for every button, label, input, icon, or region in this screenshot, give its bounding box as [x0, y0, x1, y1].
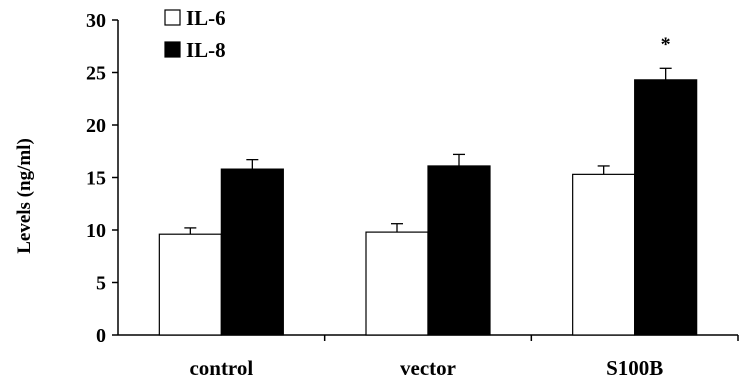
x-tick-label: control	[189, 356, 253, 380]
bar-il-6-control	[158, 233, 222, 336]
axes: 0 5 10 15 20 25 30 control vector S100B	[86, 10, 739, 380]
bar-il-6-s100b	[572, 173, 636, 336]
y-tick-label: 30	[86, 10, 106, 32]
legend-label: IL-6	[186, 6, 226, 30]
bar-il-8-s100b	[634, 79, 698, 336]
y-tick-label: 20	[86, 115, 106, 137]
y-tick-label: 0	[96, 325, 106, 347]
bar-il-8-vector	[427, 165, 491, 336]
y-tick-label: 15	[86, 168, 106, 190]
significance-annotation: *	[661, 33, 671, 55]
legend: IL-6 IL-8	[164, 6, 226, 62]
y-tick-label: 5	[96, 273, 106, 295]
x-tick-label: S100B	[606, 356, 663, 380]
legend-swatch-il-6	[164, 9, 181, 26]
legend-label: IL-8	[186, 38, 226, 62]
bars: *	[158, 33, 698, 336]
y-tick-label: 10	[86, 220, 106, 242]
legend-swatch-il-8	[164, 41, 181, 58]
y-axis-label: Levels (ng/ml)	[14, 138, 35, 254]
x-tick-label: vector	[400, 356, 456, 380]
bar-il-6-vector	[365, 231, 429, 336]
bar-il-8-control	[220, 168, 284, 336]
y-tick-label: 25	[86, 63, 106, 85]
